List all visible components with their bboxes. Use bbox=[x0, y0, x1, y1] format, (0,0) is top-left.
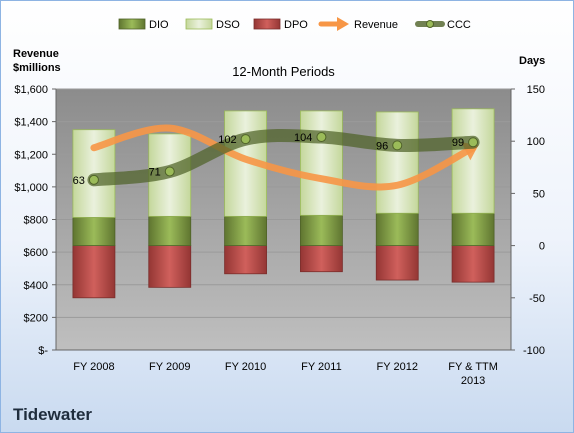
bar-dpo bbox=[451, 245, 495, 283]
bar-dio bbox=[148, 215, 192, 246]
ccc-point bbox=[468, 137, 479, 148]
legend-dpo-swatch bbox=[253, 18, 281, 30]
right-tick-label: -50 bbox=[529, 293, 545, 305]
right-tick-label: 0 bbox=[539, 241, 545, 253]
left-tick-label: $1,600 bbox=[14, 84, 48, 96]
ccc-data-label: 102 bbox=[218, 134, 236, 146]
legend-dso-label: DSO bbox=[216, 19, 240, 31]
x-tick-label: FY 2012 bbox=[377, 361, 418, 373]
bar-dio bbox=[375, 212, 419, 246]
left-tick-label: $1,200 bbox=[14, 149, 48, 161]
bar-dpo bbox=[375, 245, 419, 281]
bar-dio bbox=[300, 214, 343, 247]
ccc-point bbox=[316, 132, 327, 143]
bar-dio bbox=[72, 217, 116, 247]
ccc-point bbox=[392, 140, 403, 151]
legend-ccc-marker bbox=[426, 20, 434, 28]
left-axis-label: Revenue bbox=[13, 48, 59, 60]
right-axis-label: Days bbox=[519, 55, 545, 67]
bar-dpo bbox=[300, 245, 343, 273]
ccc-data-label: 71 bbox=[149, 166, 161, 178]
bar-dso bbox=[300, 110, 343, 216]
left-tick-label: $800 bbox=[24, 215, 48, 227]
legend-ccc-label: CCC bbox=[447, 19, 471, 31]
x-tick-label: FY 2008 bbox=[73, 361, 114, 373]
ccc-point bbox=[164, 166, 175, 177]
bar-dpo bbox=[224, 245, 267, 275]
revenue-line bbox=[90, 124, 477, 191]
bar-dpo bbox=[148, 245, 192, 288]
ccc-data-label: 63 bbox=[73, 175, 85, 187]
ccc-data-label: 99 bbox=[452, 137, 464, 149]
chart-title: 12-Month Periods bbox=[232, 64, 335, 79]
right-tick-label: 150 bbox=[527, 84, 545, 96]
x-tick-label: FY & TTM bbox=[448, 361, 498, 373]
bar-dso bbox=[375, 111, 419, 214]
left-tick-label: $1,400 bbox=[14, 117, 48, 129]
left-tick-label: $600 bbox=[24, 247, 48, 259]
left-tick-label: $200 bbox=[24, 312, 48, 324]
ccc-point bbox=[240, 134, 251, 145]
ccc-point bbox=[88, 174, 99, 185]
bar-dio bbox=[451, 212, 495, 246]
company-name: Tidewater bbox=[13, 405, 93, 424]
legend-dio-swatch bbox=[118, 18, 146, 30]
x-tick-label: 2013 bbox=[461, 375, 485, 387]
x-tick-label: FY 2010 bbox=[225, 361, 266, 373]
left-axis-label: $millions bbox=[13, 62, 61, 74]
left-tick-label: $400 bbox=[24, 280, 48, 292]
left-tick-label: $1,000 bbox=[14, 182, 48, 194]
right-tick-label: 50 bbox=[533, 188, 545, 200]
ccc-data-label: 104 bbox=[294, 132, 312, 144]
legend-dso-swatch bbox=[185, 18, 213, 30]
bar-dio bbox=[224, 215, 267, 246]
legend-revenue-label: Revenue bbox=[354, 19, 398, 31]
right-tick-label: 100 bbox=[527, 136, 545, 148]
legend-dio-label: DIO bbox=[149, 19, 169, 31]
legend-dpo-label: DPO bbox=[284, 19, 308, 31]
right-tick-label: -100 bbox=[523, 345, 545, 357]
legend-revenue-arrowhead bbox=[337, 17, 349, 31]
x-tick-label: FY 2009 bbox=[149, 361, 190, 373]
ccc-data-label: 96 bbox=[376, 140, 388, 152]
left-tick-label: $- bbox=[38, 345, 48, 357]
bar-dso bbox=[451, 108, 495, 214]
x-tick-label: FY 2011 bbox=[301, 361, 342, 373]
ccc-line bbox=[87, 129, 480, 187]
bar-dpo bbox=[72, 245, 116, 299]
